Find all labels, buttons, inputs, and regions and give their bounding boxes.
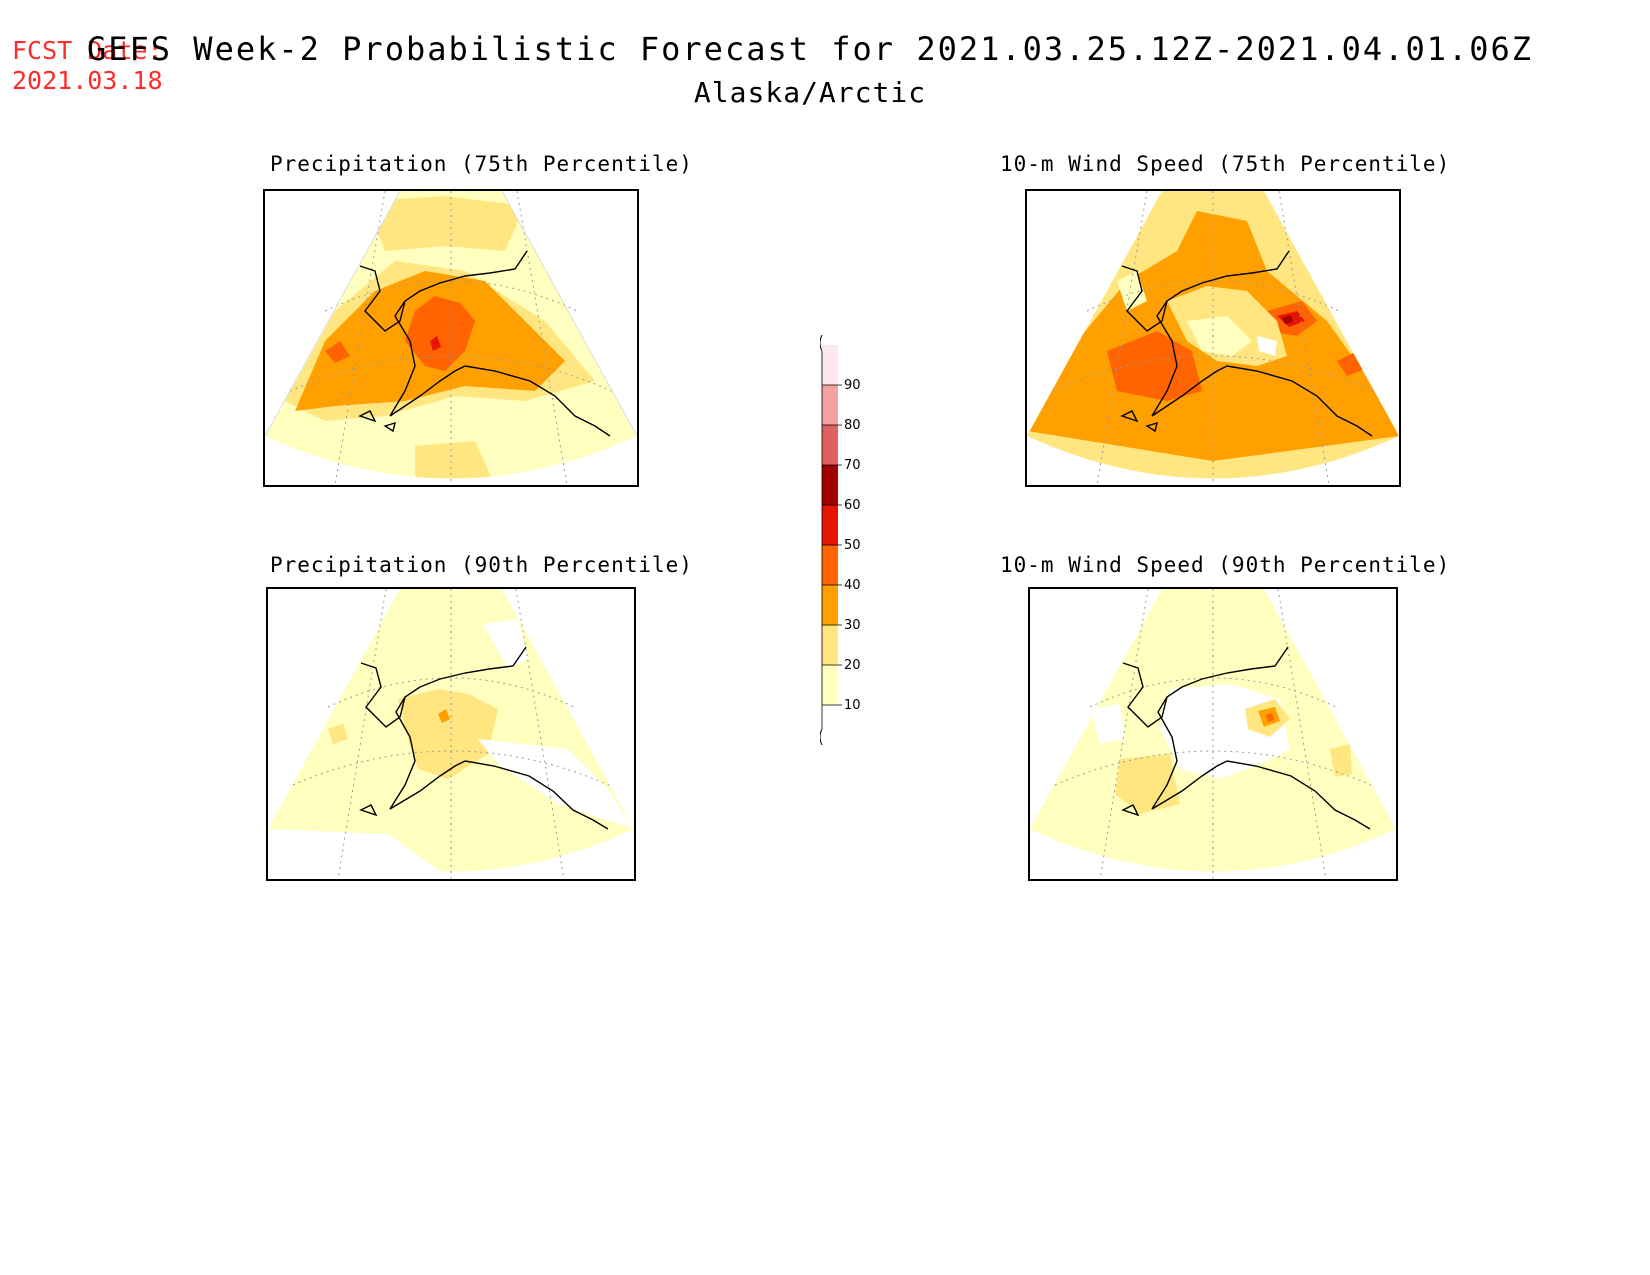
forecast-date-label: FCST Date: 2021.03.18	[12, 36, 163, 96]
color-bar-bottom-cap	[819, 728, 823, 746]
color-bar-legend: 10 20 30 40 50 60 70 80 90	[819, 334, 880, 749]
legend-swatch-80	[822, 385, 838, 425]
legend-label-40: 40	[844, 578, 861, 593]
map-wind-90	[1028, 587, 1398, 881]
legend-label-90: 90	[844, 378, 861, 393]
page-title: GEFS Week-2 Probabilistic Forecast for 2…	[86, 30, 1534, 68]
legend-label-30: 30	[844, 618, 861, 633]
color-bar-top-cap	[819, 334, 823, 352]
legend-swatch-70	[822, 425, 838, 465]
legend-swatch-90	[822, 345, 838, 385]
forecast-date-caption: FCST Date:	[12, 36, 163, 65]
legend-swatch-40	[822, 545, 838, 585]
legend-label-60: 60	[844, 498, 861, 513]
legend-swatch-10	[822, 665, 838, 705]
panel-title-precip-75: Precipitation (75th Percentile)	[270, 152, 693, 176]
legend-label-20: 20	[844, 658, 861, 673]
legend-label-80: 80	[844, 418, 861, 433]
legend-swatch-20	[822, 625, 838, 665]
forecast-date-value: 2021.03.18	[12, 66, 163, 95]
legend-label-50: 50	[844, 538, 861, 553]
legend-swatch-60	[822, 465, 838, 505]
panel-title-precip-90: Precipitation (90th Percentile)	[270, 553, 693, 577]
panel-title-wind-90: 10-m Wind Speed (90th Percentile)	[1000, 553, 1451, 577]
legend-swatch-30	[822, 585, 838, 625]
legend-swatch-50	[822, 505, 838, 545]
color-bar: 10 20 30 40 50 60 70 80 90	[819, 334, 861, 746]
region-subtitle: Alaska/Arctic	[693, 76, 927, 109]
map-precip-75	[263, 189, 639, 487]
map-wind-75	[1025, 189, 1401, 487]
legend-label-70: 70	[844, 458, 861, 473]
legend-label-10: 10	[844, 698, 861, 713]
map-precip-90	[266, 587, 636, 881]
panel-title-wind-75: 10-m Wind Speed (75th Percentile)	[1000, 152, 1451, 176]
